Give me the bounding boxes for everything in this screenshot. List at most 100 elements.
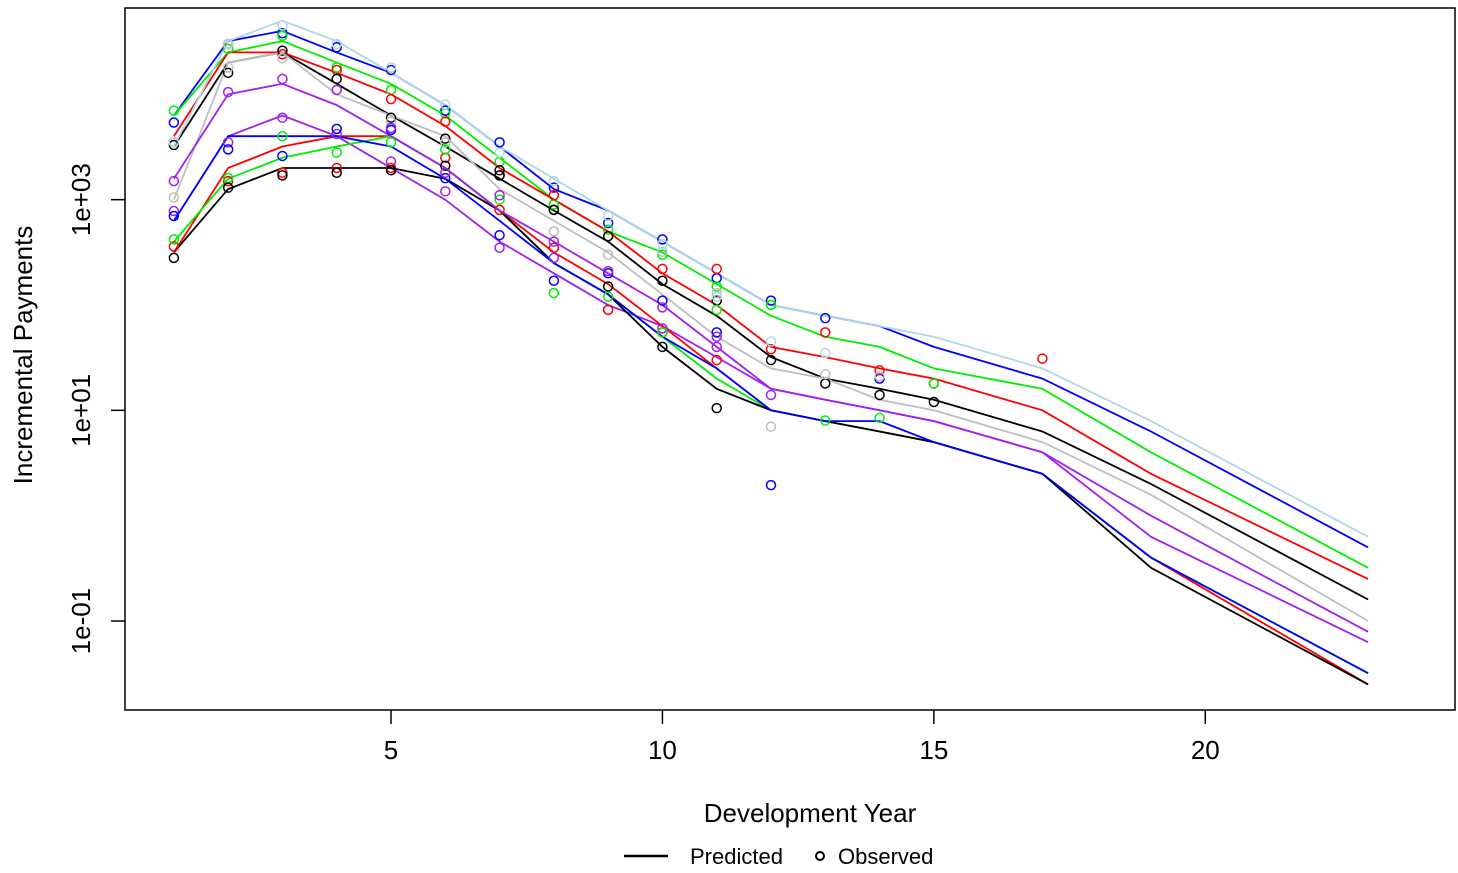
observed-point — [602, 210, 614, 222]
observed-point — [277, 30, 288, 41]
observed-point — [168, 241, 180, 252]
observed-point — [928, 378, 940, 389]
observed-point — [820, 369, 831, 380]
observed-point — [385, 93, 397, 105]
observed-point — [602, 249, 614, 260]
observed-point — [331, 38, 342, 50]
plot-frame — [124, 7, 1456, 711]
observed-point — [548, 204, 560, 216]
predicted-line — [173, 19, 1369, 538]
observed-point — [222, 62, 234, 73]
observed-point — [711, 263, 722, 275]
observed-point — [494, 165, 505, 176]
observed-point — [385, 116, 397, 127]
observed-point — [440, 172, 451, 184]
observed-point — [222, 38, 234, 50]
legend-label: Observed — [838, 844, 933, 869]
observed-point — [222, 144, 234, 155]
legend-circle-symbol — [815, 851, 825, 861]
observed-point — [602, 304, 614, 316]
observed-point — [168, 192, 180, 203]
observed-point — [657, 327, 668, 338]
observed-point — [440, 99, 451, 110]
observed-point — [331, 123, 342, 135]
observed-point — [874, 371, 885, 382]
x-tick-label: 20 — [1191, 735, 1220, 765]
observed-point — [277, 49, 288, 60]
observed-point — [711, 331, 722, 342]
observed-point — [548, 252, 560, 264]
x-tick-label: 10 — [648, 735, 677, 765]
observed-point — [765, 354, 777, 366]
y-tick-label: 1e+01 — [66, 374, 96, 447]
observed-point — [711, 402, 722, 414]
observed-point — [711, 291, 722, 302]
observed-point — [331, 84, 342, 96]
observed-point — [602, 291, 614, 302]
y-tick-label: 1e+03 — [66, 163, 96, 236]
observed-point — [440, 137, 451, 148]
observed-point — [222, 182, 234, 193]
observed-point — [602, 224, 614, 235]
y-axis-label: Incremental Payments — [8, 226, 38, 485]
observed-point — [222, 137, 234, 148]
x-axis-label: Development Year — [704, 798, 917, 828]
observed-point — [277, 53, 288, 64]
observed-point — [168, 252, 180, 264]
observed-point — [548, 287, 560, 299]
observed-point — [168, 234, 180, 245]
predicted-line — [173, 167, 1369, 686]
observed-point — [440, 144, 451, 155]
observed-point — [168, 205, 180, 217]
observed-point — [711, 281, 722, 292]
observed-point — [385, 112, 397, 123]
predicted-line — [173, 40, 1369, 569]
observed-point — [711, 341, 722, 353]
observed-point — [657, 323, 668, 334]
observed-point — [494, 147, 505, 158]
predicted-line — [173, 51, 1369, 601]
observed-point — [711, 327, 722, 338]
observed-point — [168, 137, 180, 148]
observed-point — [494, 190, 505, 201]
observed-point — [277, 20, 288, 31]
observed-point — [168, 117, 180, 128]
observed-point — [385, 137, 397, 148]
observed-point — [277, 73, 288, 85]
predicted-line — [173, 51, 1369, 580]
observed-point — [440, 116, 451, 127]
observed-point — [765, 389, 777, 401]
observed-point — [440, 160, 451, 171]
observed-point — [657, 275, 668, 286]
observed-point — [657, 341, 668, 353]
observed-point — [657, 246, 668, 258]
predicted-line — [173, 135, 1369, 674]
observed-point — [222, 43, 234, 55]
observed-point — [657, 249, 668, 260]
observed-point — [331, 162, 342, 174]
predicted-line — [173, 135, 1369, 674]
observed-point — [820, 378, 831, 389]
observed-point — [820, 415, 831, 426]
observed-point — [711, 304, 722, 316]
observed-point — [277, 130, 288, 142]
observed-point — [657, 295, 668, 306]
observed-point — [820, 312, 831, 324]
observed-point — [874, 412, 885, 424]
observed-point — [331, 73, 342, 85]
y-tick-label: 1e-01 — [66, 588, 96, 655]
observed-point — [765, 336, 777, 347]
observed-point — [602, 230, 614, 242]
observed-point — [711, 354, 722, 366]
observed-point — [874, 365, 885, 376]
observed-point — [874, 389, 885, 401]
observed-point — [765, 295, 777, 306]
observed-point — [277, 150, 288, 162]
observed-point — [657, 234, 668, 245]
observed-point — [820, 327, 831, 338]
observed-point — [928, 396, 940, 408]
observed-point — [548, 236, 560, 247]
observed-point — [331, 167, 342, 179]
observed-point — [548, 175, 560, 187]
observed-point — [765, 299, 777, 311]
